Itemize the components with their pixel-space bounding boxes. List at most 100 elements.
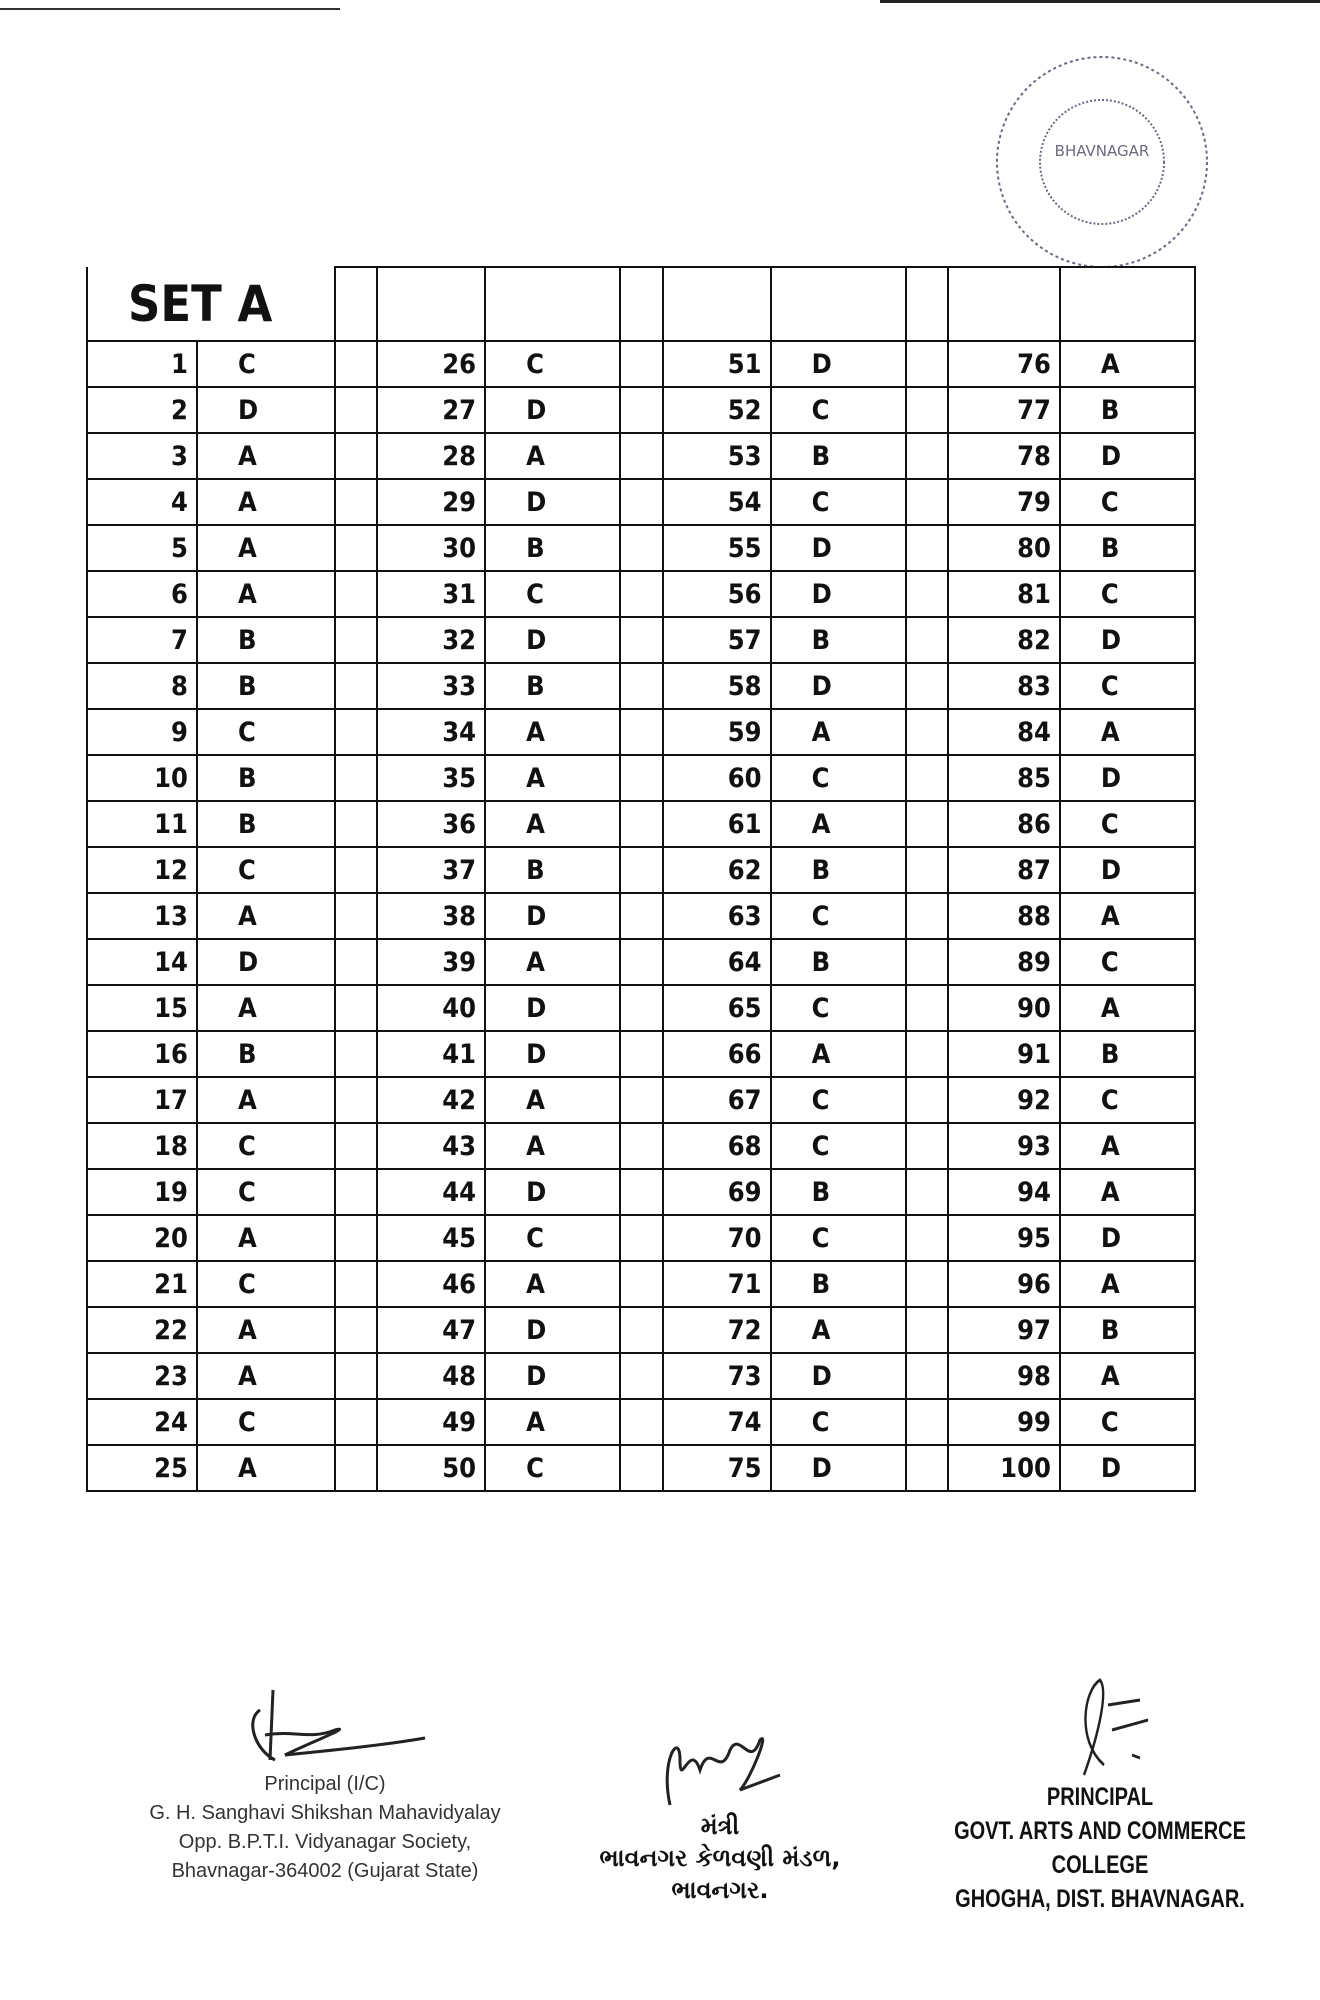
spacer-cell xyxy=(904,892,950,940)
question-number: 48 xyxy=(376,1352,487,1400)
spacer-cell xyxy=(904,386,950,434)
answer-row: 16 B 41 D 66 A 91 B xyxy=(86,1030,1197,1078)
spacer-cell xyxy=(619,1260,664,1308)
answer-letter: C xyxy=(769,1122,907,1170)
spacer-cell xyxy=(904,570,950,618)
spacer-cell xyxy=(619,616,664,664)
question-number: 67 xyxy=(661,1076,772,1124)
answer-letter: C xyxy=(195,708,336,756)
signatory-title: PRINCIPAL xyxy=(1046,1783,1154,1811)
question-number: 97 xyxy=(947,1306,1061,1354)
question-number: 83 xyxy=(947,662,1061,710)
question-number: 54 xyxy=(661,478,772,526)
answer-letter: A xyxy=(484,800,622,848)
spacer-cell xyxy=(333,1444,379,1492)
answer-row: 13 A 38 D 63 C 88 A xyxy=(86,892,1197,940)
answer-letter: C xyxy=(195,340,336,388)
set-title: SET A xyxy=(86,267,335,342)
signatory-title: Principal (I/C) xyxy=(264,1773,386,1795)
spacer-cell xyxy=(904,524,950,572)
spacer-cell xyxy=(619,892,664,940)
question-number: 23 xyxy=(86,1352,198,1400)
spacer-cell xyxy=(619,386,664,434)
answer-letter: C xyxy=(195,1168,336,1216)
question-number: 1 xyxy=(86,340,198,388)
spacer-cell xyxy=(619,524,664,572)
question-number: 41 xyxy=(376,1030,487,1078)
question-number: 60 xyxy=(661,754,772,802)
spacer-cell xyxy=(333,708,379,756)
spacer-cell xyxy=(904,478,950,526)
signatory-left: Principal (I/C) G. H. Sanghavi Shikshan … xyxy=(100,1680,550,1886)
answer-letter: A xyxy=(195,432,336,480)
question-number: 29 xyxy=(376,478,487,526)
answer-key-table: SET A 1 C 26 C 51 D 76 A 2 D 27 D 52 C 77 B 3 A 28 A 53 B 78 D 4… xyxy=(86,266,1197,1492)
spacer-cell xyxy=(619,754,664,802)
spacer-cell xyxy=(333,754,379,802)
question-number: 40 xyxy=(376,984,487,1032)
spacer-cell xyxy=(333,570,379,618)
answer-letter: A xyxy=(484,1122,622,1170)
college-seal-stamp: BHAVNAGAR xyxy=(996,56,1208,268)
answer-letter: A xyxy=(195,1076,336,1124)
spacer-cell xyxy=(619,662,664,710)
answer-row: 24 C 49 A 74 C 99 C xyxy=(86,1398,1197,1446)
answer-letter: C xyxy=(1058,478,1197,526)
answer-letter: B xyxy=(769,1260,907,1308)
answer-letter: C xyxy=(769,984,907,1032)
question-number: 30 xyxy=(376,524,487,572)
question-number: 24 xyxy=(86,1398,198,1446)
answer-letter: C xyxy=(769,1398,907,1446)
answer-letter: A xyxy=(484,708,622,756)
answer-row: 2 D 27 D 52 C 77 B xyxy=(86,386,1197,434)
answer-letter: B xyxy=(1058,1030,1197,1078)
answer-letter: D xyxy=(484,616,622,664)
question-number: 9 xyxy=(86,708,198,756)
answer-letter: B xyxy=(769,616,907,664)
spacer-cell xyxy=(333,1398,379,1446)
answer-letter: C xyxy=(484,1214,622,1262)
spacer-cell xyxy=(333,1076,379,1124)
spacer-cell xyxy=(333,1122,379,1170)
question-number: 38 xyxy=(376,892,487,940)
answer-letter: A xyxy=(195,478,336,526)
question-number: 55 xyxy=(661,524,772,572)
answer-letter: B xyxy=(484,846,622,894)
question-number: 10 xyxy=(86,754,198,802)
answer-letter: C xyxy=(195,1398,336,1446)
question-number: 63 xyxy=(661,892,772,940)
answer-letter: A xyxy=(195,1214,336,1262)
spacer-cell xyxy=(333,846,379,894)
answer-letter: D xyxy=(1058,1444,1197,1492)
spacer-cell xyxy=(904,432,950,480)
question-number: 59 xyxy=(661,708,772,756)
spacer-cell xyxy=(904,708,950,756)
answer-letter: B xyxy=(1058,386,1197,434)
question-number: 84 xyxy=(947,708,1061,756)
answer-letter: A xyxy=(1058,1122,1197,1170)
question-number: 85 xyxy=(947,754,1061,802)
question-number: 32 xyxy=(376,616,487,664)
answer-row: 12 C 37 B 62 B 87 D xyxy=(86,846,1197,894)
question-number: 98 xyxy=(947,1352,1061,1400)
question-number: 16 xyxy=(86,1030,198,1078)
answer-row: 3 A 28 A 53 B 78 D xyxy=(86,432,1197,480)
question-number: 62 xyxy=(661,846,772,894)
question-number: 37 xyxy=(376,846,487,894)
spacer-cell xyxy=(619,1444,664,1492)
answer-letter: B xyxy=(195,754,336,802)
spacer-cell xyxy=(333,524,379,572)
signatory-right: PRINCIPAL GOVT. ARTS AND COMMERCE COLLEG… xyxy=(932,1670,1268,1916)
question-number: 92 xyxy=(947,1076,1061,1124)
spacer-cell xyxy=(619,1122,664,1170)
question-number: 96 xyxy=(947,1260,1061,1308)
question-number: 93 xyxy=(947,1122,1061,1170)
answer-row: 17 A 42 A 67 C 92 C xyxy=(86,1076,1197,1124)
answer-letter: C xyxy=(195,1122,336,1170)
answer-row: 23 A 48 D 73 D 98 A xyxy=(86,1352,1197,1400)
answer-letter: A xyxy=(195,984,336,1032)
answer-letter: C xyxy=(769,478,907,526)
question-number: 69 xyxy=(661,1168,772,1216)
spacer-cell xyxy=(333,1306,379,1354)
answer-letter: C xyxy=(769,754,907,802)
